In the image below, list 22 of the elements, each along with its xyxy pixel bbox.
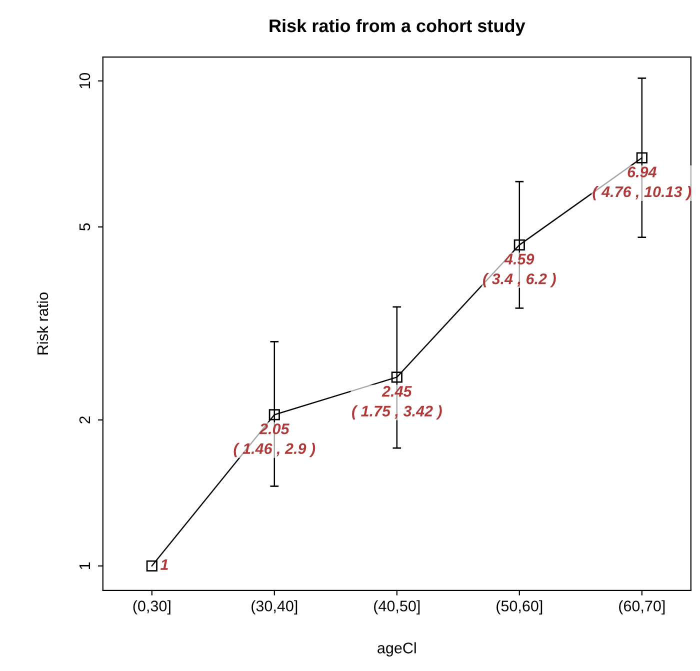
point <box>514 239 525 250</box>
y-axis-title: Risk ratio <box>36 292 48 354</box>
data-label: 1 <box>160 559 168 570</box>
y-tick-label: 10 <box>79 73 90 88</box>
x-tick-label: (0,30] <box>133 600 170 614</box>
data-label: 4.59 ( 3.4 , 6.2 ) <box>483 254 556 288</box>
y-tick-label: 2 <box>79 416 90 424</box>
x-tick-label: (60,70] <box>619 600 665 614</box>
data-label: 2.45 ( 1.75 , 3.42 ) <box>352 386 442 420</box>
y-tick-label: 5 <box>79 223 90 231</box>
chart-title: Risk ratio from a cohort study <box>270 18 526 36</box>
x-tick-label: (40,50] <box>374 600 420 614</box>
point <box>268 409 280 420</box>
point <box>636 152 648 164</box>
x-tick-label: (50,60] <box>496 600 542 614</box>
point <box>146 560 158 572</box>
point <box>391 372 402 383</box>
data-label: 2.05 ( 1.46 , 2.9 ) <box>234 423 316 458</box>
y-tick-label: 1 <box>79 562 90 570</box>
x-tick-label: (30,40] <box>252 600 298 614</box>
data-label: 6.94 ( 4.76 , 10.13 ) <box>592 166 692 200</box>
x-axis-title: ageCl <box>378 642 416 656</box>
